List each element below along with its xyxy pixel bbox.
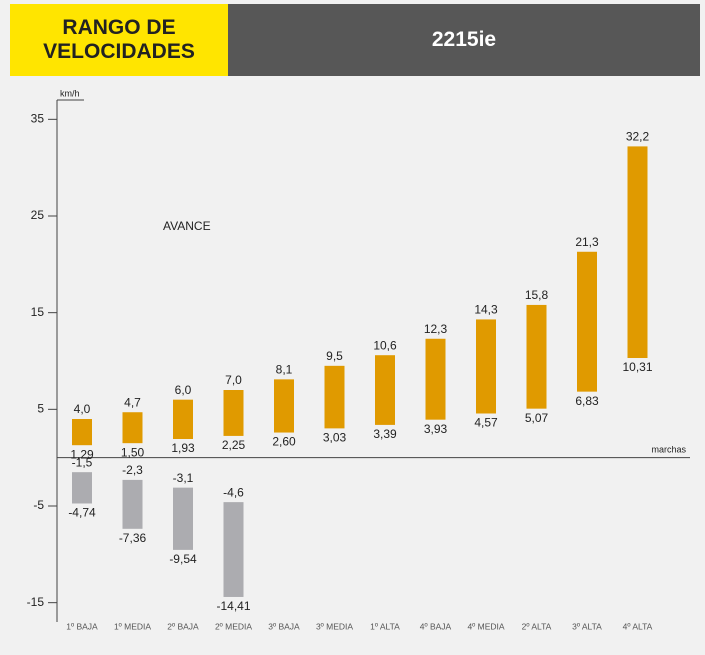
y-tick-label: 5 [37,402,44,416]
annotation: AVANCE [163,219,211,233]
range-bar [526,304,547,409]
low-label: 10,31 [622,360,652,374]
title-box: RANGO DE VELOCIDADES [10,4,228,76]
low-label: -4,74 [68,506,96,520]
subtitle-box: 2215ie [228,4,700,76]
range-bar [173,399,193,440]
y-axis-label: km/h [60,88,80,98]
low-label: -9,54 [169,552,197,566]
range-bar [627,146,648,359]
y-tick-label: 25 [31,208,45,222]
low-label: 1,50 [121,445,145,459]
high-label: 9,5 [326,349,343,363]
range-bar [122,479,143,529]
y-tick-label: -5 [33,498,44,512]
high-label: 12,3 [424,322,448,336]
y-tick-label: 15 [31,305,45,319]
high-label: -3,1 [173,471,194,485]
low-label: 3,39 [373,427,397,441]
x-tick-label: 2º MEDIA [215,621,252,631]
high-label: -2,3 [122,463,143,477]
range-bar [375,355,395,425]
x-axis-label: marchas [651,444,686,454]
high-label: 21,3 [575,235,599,249]
range-bar [122,412,143,444]
x-tick-label: 4º BAJA [420,621,452,631]
x-tick-label: 1º BAJA [66,621,98,631]
range-bar [173,487,193,550]
chart-subtitle: 2215ie [431,28,497,51]
x-tick-label: 3º ALTA [572,621,602,631]
range-bar [476,319,496,414]
low-label: 4,57 [474,416,498,430]
high-label: 7,0 [225,373,242,387]
range-bar [274,379,294,433]
high-label: 15,8 [525,288,549,302]
range-bar [324,365,345,429]
low-label: 1,93 [171,441,195,455]
range-bar [223,502,244,597]
low-label: -7,36 [119,531,147,545]
high-label: 4,7 [124,395,141,409]
high-label: 14,3 [474,303,498,317]
low-label: 6,83 [575,394,599,408]
range-bar [425,338,446,420]
x-tick-label: 2º BAJA [167,621,199,631]
low-label: 2,60 [272,435,296,449]
range-bar [223,390,244,436]
high-label: 6,0 [175,383,192,397]
range-bar [72,419,92,446]
x-tick-label: 3º MEDIA [316,621,353,631]
x-tick-label: 2º ALTA [522,621,552,631]
x-tick-label: 1º MEDIA [114,621,151,631]
high-label: 32,2 [626,130,650,144]
high-label: 4,0 [74,402,91,416]
x-tick-label: 4º ALTA [623,621,653,631]
high-label: -4,6 [223,485,244,499]
high-label: 8,1 [276,363,293,377]
low-label: 3,03 [323,431,347,445]
high-label: -1,5 [72,455,93,469]
chart-title: RANGO DE VELOCIDADES [43,16,195,63]
x-tick-label: 4º MEDIA [467,621,504,631]
y-tick-label: 35 [31,112,45,126]
low-label: 1,29 [70,447,94,461]
range-bar [577,251,597,392]
x-tick-label: 3º BAJA [268,621,300,631]
range-bar [72,472,92,504]
low-label: -14,41 [216,599,250,613]
low-label: 2,25 [222,438,246,452]
low-label: 3,93 [424,422,448,436]
x-tick-label: 1º ALTA [370,621,400,631]
y-tick-label: -15 [27,595,45,609]
low-label: 5,07 [525,411,549,425]
high-label: 10,6 [373,338,397,352]
